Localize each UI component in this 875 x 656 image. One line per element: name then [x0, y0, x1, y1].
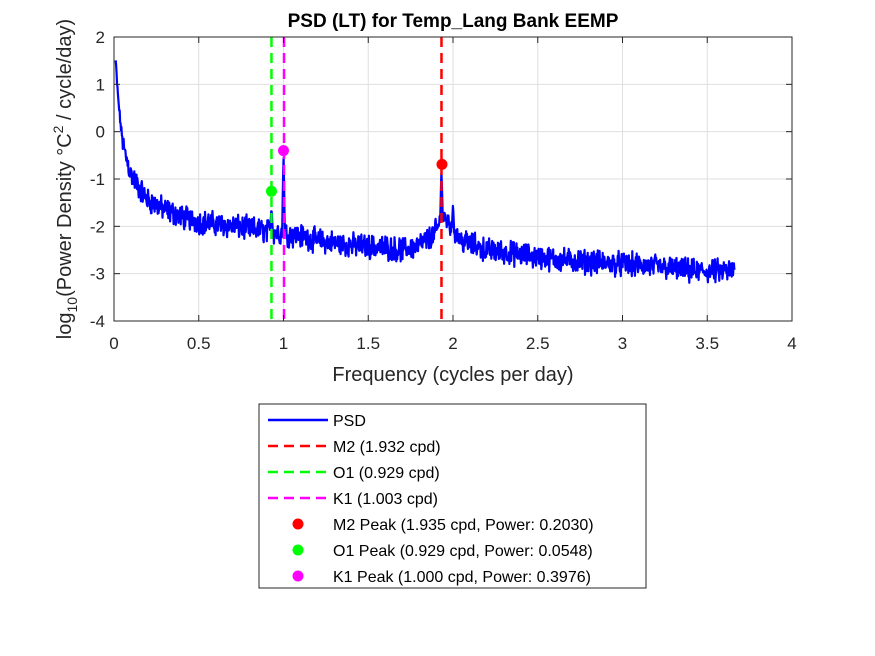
legend-label: K1 (1.003 cpd): [333, 491, 438, 508]
y-axis-label: log10(Power Density °C2 / cycle/day): [50, 19, 80, 339]
x-tick-label: 3: [618, 334, 627, 353]
x-tick-label: 0.5: [187, 334, 211, 353]
x-axis-label: Frequency (cycles per day): [332, 364, 573, 386]
plot-area: [114, 37, 736, 321]
y-tick-label: -1: [90, 170, 105, 189]
legend-label: O1 (0.929 cpd): [333, 465, 440, 482]
x-tick-label: 1: [279, 334, 288, 353]
legend-box: [258, 403, 647, 589]
legend-label: M2 Peak (1.935 cpd, Power: 0.2030): [333, 517, 594, 534]
x-tick-label: 1.5: [356, 334, 380, 353]
x-axis-ticks: 0 0.5 1 1.5 2 2.5 3 3.5 4: [109, 37, 797, 353]
chart-title: PSD (LT) for Temp_Lang Bank EEMP: [288, 11, 619, 32]
x-tick-label: 2.5: [526, 334, 550, 353]
x-tick-label: 3.5: [695, 334, 719, 353]
m2-peak-marker: [436, 158, 448, 170]
x-tick-label: 2: [448, 334, 457, 353]
y-tick-label: -3: [90, 265, 105, 284]
psd-line: [114, 60, 736, 284]
y-axis-ticks: -4 -3 -2 -1 0 1 2: [90, 28, 792, 331]
legend-label: K1 Peak (1.000 cpd, Power: 0.3976): [333, 569, 591, 586]
y-tick-label: 0: [96, 123, 105, 142]
legend-swatch: [292, 544, 304, 556]
legend-swatch: [292, 518, 304, 530]
x-tick-label: 0: [109, 334, 118, 353]
legend-swatch: [292, 570, 304, 582]
k1-peak-marker: [278, 145, 289, 157]
o1-peak-marker: [265, 185, 277, 197]
y-tick-label: -4: [90, 312, 105, 331]
legend-label: PSD: [333, 413, 366, 430]
legend-label: O1 Peak (0.929 cpd, Power: 0.0548): [333, 543, 593, 560]
x-tick-label: 4: [787, 334, 796, 353]
legend-label: M2 (1.932 cpd): [333, 439, 441, 456]
legend: PSD M2 (1.932 cpd) O1 (0.929 cpd) K1 (1.003…: [258, 403, 647, 589]
y-tick-label: -2: [90, 217, 105, 236]
y-tick-label: 1: [96, 75, 105, 94]
y-tick-label: 2: [96, 28, 105, 47]
